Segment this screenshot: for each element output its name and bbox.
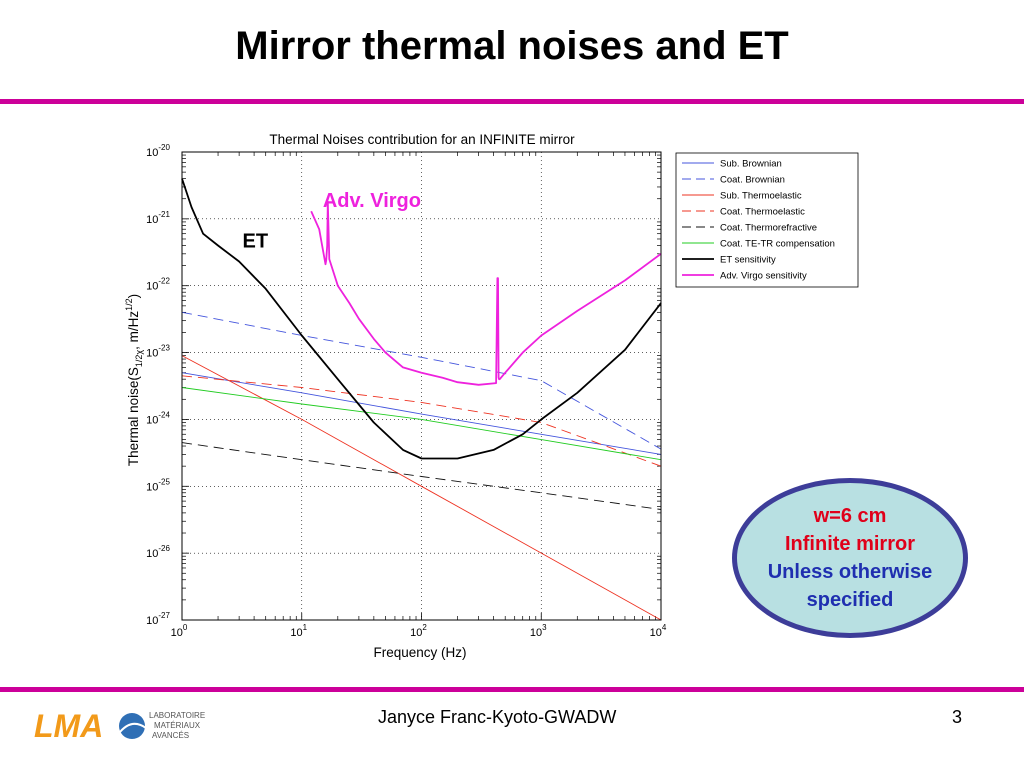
series-line-0	[181, 372, 662, 455]
series-line-3	[181, 375, 662, 467]
x-tick-label: 102	[410, 623, 427, 639]
x-tick-exp: 2	[422, 623, 427, 632]
legend-entry: Coat. Thermorefractive	[720, 223, 817, 234]
legend-entry: Adv. Virgo sensitivity	[720, 271, 807, 282]
x-tick-exp: 1	[303, 623, 308, 632]
y-tick-exp: -25	[158, 477, 170, 486]
y-tick-base: 10	[146, 414, 158, 426]
lma-logo-icon: LMA LABORATOIRE MATÉRIAUX AVANCÉS	[34, 708, 205, 744]
legend-box	[675, 152, 859, 288]
chart-ticks	[181, 151, 662, 621]
chart-grid	[182, 152, 661, 620]
x-tick-exp: 0	[183, 623, 188, 632]
x-tick-label: 104	[650, 623, 667, 639]
y-tick-label: 10-24	[146, 410, 170, 426]
x-tick-label: 101	[290, 623, 307, 639]
y-tick-base: 10	[146, 548, 158, 560]
logo-globe-icon	[119, 713, 145, 739]
legend-entry: Coat. Thermoelastic	[720, 207, 805, 218]
y-tick-label: 10-26	[146, 544, 170, 560]
y-axis-label-sup: 1/2	[124, 298, 134, 311]
footer-text: Janyce Franc-Kyoto-GWADW	[378, 707, 617, 727]
note-line-unless: Unless otherwise	[767, 561, 933, 583]
chart-annotations: Adv. Virgo ET	[242, 190, 421, 253]
x-axis-label: Frequency (Hz)	[373, 645, 466, 660]
chart-series	[181, 178, 662, 621]
x-tick-label: 100	[171, 623, 188, 639]
y-tick-label: 10-20	[146, 143, 170, 159]
series-line-1	[181, 311, 662, 450]
y-tick-base: 10	[146, 481, 158, 493]
x-tick-base: 10	[171, 627, 183, 639]
chart-title: Thermal Noises contribution for an INFIN…	[269, 132, 575, 147]
annotation-1: ET	[242, 231, 268, 253]
x-tick-base: 10	[650, 627, 662, 639]
logo-text-line2: MATÉRIAUX	[154, 721, 201, 730]
top-divider	[0, 99, 1024, 104]
parameters-note: w=6 cm Infinite mirror Unless otherwise …	[732, 478, 968, 638]
y-tick-exp: -26	[158, 544, 170, 553]
note-line-mirror: Infinite mirror	[784, 533, 915, 555]
y-tick-label: 10-22	[146, 277, 170, 293]
y-tick-label: 10-25	[146, 477, 170, 493]
chart-legend: Sub. Brownian Coat. Brownian Sub. Thermoel…	[675, 152, 859, 288]
legend-entry: ET sensitivity	[720, 255, 776, 266]
bottom-divider	[0, 687, 1024, 692]
y-tick-exp: -20	[158, 143, 170, 152]
y-axis-label-end: )	[126, 294, 141, 299]
note-line-width: w=6 cm	[813, 505, 887, 527]
x-tick-base: 10	[410, 627, 422, 639]
x-tick-base: 10	[530, 627, 542, 639]
y-tick-exp: -27	[158, 611, 170, 620]
y-tick-exp: -24	[158, 410, 170, 419]
y-tick-base: 10	[146, 615, 158, 627]
y-axis-label-main: Thermal noise(S	[126, 367, 141, 466]
legend-entry: Sub. Thermoelastic	[720, 191, 802, 202]
logo-swoosh-icon	[119, 722, 147, 733]
y-axis-label-sub: 1/2χ	[134, 350, 144, 368]
slide-title: Mirror thermal noises and ET	[235, 24, 789, 68]
y-tick-base: 10	[146, 348, 158, 360]
note-line-specified: specified	[806, 589, 894, 611]
thermal-noise-chart: Thermal Noises contribution for an INFIN…	[124, 132, 859, 660]
y-tick-exp: -23	[158, 344, 170, 353]
y-tick-label: 10-23	[146, 344, 170, 360]
y-axis-label-unit: , m/Hz	[126, 311, 141, 350]
page-number: 3	[952, 707, 963, 727]
legend-entry: Sub. Brownian	[720, 159, 782, 170]
y-tick-exp: -22	[158, 277, 170, 286]
y-tick-base: 10	[146, 281, 158, 293]
series-line-7	[310, 200, 662, 386]
logo-mark: LMA	[34, 708, 103, 744]
series-line-4	[181, 442, 662, 510]
x-tick-labels: 100 101 102 103 104	[171, 623, 667, 639]
x-tick-base: 10	[290, 627, 302, 639]
x-tick-exp: 4	[662, 623, 667, 632]
legend-entry: Coat. Brownian	[720, 175, 785, 186]
y-tick-base: 10	[146, 147, 158, 159]
y-tick-label: 10-21	[146, 210, 170, 226]
x-tick-label: 103	[530, 623, 547, 639]
annotation-0: Adv. Virgo	[323, 190, 421, 212]
legend-entry: Coat. TE-TR compensation	[720, 239, 835, 250]
logo-text-line1: LABORATOIRE	[149, 711, 205, 720]
x-tick-exp: 3	[542, 623, 547, 632]
y-tick-exp: -21	[158, 210, 170, 219]
y-tick-label: 10-27	[146, 611, 170, 627]
plot-frame	[181, 151, 662, 621]
logo-text-line3: AVANCÉS	[152, 731, 189, 740]
series-line-5	[181, 387, 662, 461]
series-line-6	[181, 178, 662, 460]
y-axis-label: Thermal noise(S1/2χ, m/Hz1/2)	[124, 294, 144, 466]
y-tick-base: 10	[146, 214, 158, 226]
